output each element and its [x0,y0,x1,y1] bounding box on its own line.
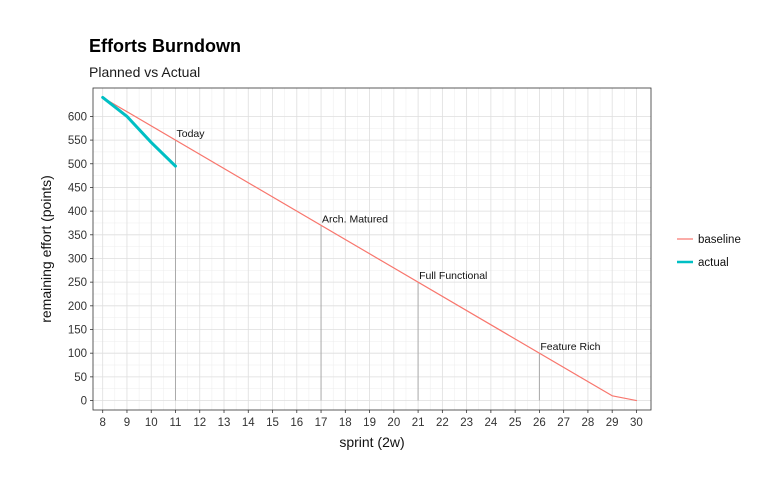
x-tick-label: 21 [412,417,425,429]
y-tick-label: 550 [68,135,87,147]
y-tick-label: 250 [68,277,87,289]
y-tick-label: 350 [68,230,87,242]
y-axis-title: remaining effort (points) [38,175,54,323]
series-line-actual [101,95,177,168]
milestone-annotations: Today Arch. Matured Full Functional Feature… [176,128,600,353]
y-tick-label: 50 [74,372,87,384]
plot-panel-border [92,87,652,411]
x-tick-label: 26 [533,417,546,429]
legend: baseline actual [677,234,741,269]
y-tick-label: 450 [68,182,87,194]
y-axis-ticks: 0 50 100 150 200 250 300 350 400 450 500 550 600 [68,111,93,408]
x-tick-label: 8 [100,417,106,429]
x-tick-label: 27 [557,417,570,429]
y-tick-label: 0 [81,396,87,408]
x-tick-label: 18 [339,417,352,429]
x-tick-label: 15 [266,417,279,429]
x-tick-label: 19 [363,417,376,429]
series-line-baseline [102,96,638,402]
milestone-label: Arch. Matured [322,213,388,225]
chart-title: Efforts Burndown [89,36,241,56]
x-tick-label: 12 [193,417,206,429]
x-tick-label: 28 [582,417,595,429]
x-tick-label: 16 [290,417,303,429]
x-tick-label: 13 [218,417,231,429]
chart-subtitle: Planned vs Actual [89,64,201,80]
y-tick-label: 500 [68,159,87,171]
series-lines [101,95,638,402]
y-tick-label: 300 [68,253,87,265]
x-axis-ticks: 8 9 10 11 12 13 14 15 16 17 18 19 20 21 22 23 24 25 26 27 28… [100,410,643,429]
legend-label-actual: actual [698,257,729,269]
x-tick-label: 25 [509,417,522,429]
x-tick-label: 9 [124,417,130,429]
x-axis-title: sprint (2w) [339,434,404,450]
x-tick-label: 22 [436,417,449,429]
milestone-label: Feature Rich [540,341,600,353]
y-tick-label: 100 [68,348,87,360]
y-tick-label: 200 [68,301,87,313]
x-tick-label: 11 [170,417,182,429]
y-tick-label: 600 [68,111,87,123]
y-tick-label: 150 [68,325,87,337]
milestone-label: Today [176,128,205,140]
legend-label-baseline: baseline [698,234,741,246]
x-tick-label: 24 [484,417,497,429]
x-tick-label: 14 [242,417,255,429]
x-tick-label: 17 [315,417,328,429]
grid-minor [93,88,651,410]
x-tick-label: 10 [145,417,158,429]
y-tick-label: 400 [68,206,87,218]
x-tick-label: 20 [387,417,400,429]
x-tick-label: 30 [630,417,643,429]
x-tick-label: 29 [606,417,619,429]
milestone-label: Full Functional [419,270,487,282]
x-tick-label: 23 [460,417,473,429]
milestone-lines [174,140,540,401]
